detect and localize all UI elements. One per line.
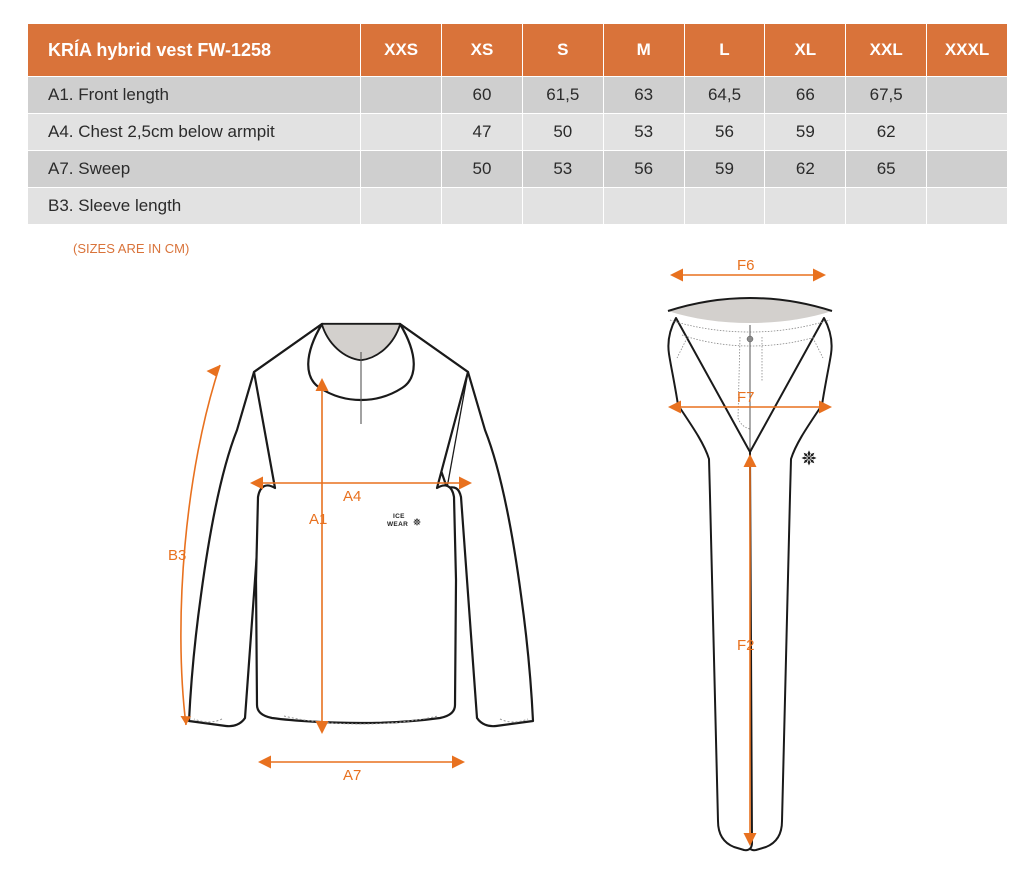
svg-text:F2: F2 [737, 637, 755, 654]
svg-text:A1: A1 [309, 511, 327, 528]
svg-text:F6: F6 [737, 257, 755, 274]
svg-text:B3: B3 [168, 547, 186, 564]
svg-text:A4: A4 [343, 488, 361, 505]
svg-text:WEAR: WEAR [387, 521, 408, 528]
svg-text:F7: F7 [737, 389, 755, 406]
svg-text:A7: A7 [343, 767, 361, 780]
svg-text:ICE: ICE [393, 513, 405, 520]
